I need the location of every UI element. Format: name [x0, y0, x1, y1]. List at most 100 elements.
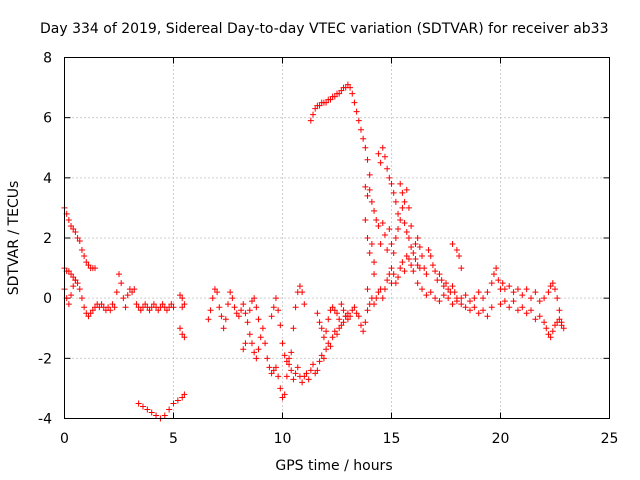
data-point [443, 280, 449, 287]
data-point [286, 355, 293, 362]
data-point [432, 295, 439, 302]
data-point [381, 286, 388, 293]
data-point [262, 340, 269, 347]
data-point [419, 253, 426, 260]
data-point [484, 289, 491, 296]
data-point [532, 289, 539, 296]
data-point [122, 304, 129, 311]
data-point [528, 307, 535, 314]
data-point [392, 235, 399, 241]
data-point [490, 271, 497, 278]
data-point [105, 304, 112, 311]
chart-title: Day 334 of 2019, Sidereal Day-to-day VTE… [40, 21, 609, 37]
data-point [139, 403, 146, 410]
grid [64, 57, 610, 419]
data-point [240, 301, 247, 308]
data-point [327, 96, 334, 103]
data-point [316, 358, 323, 365]
data-point [340, 307, 347, 314]
x-tick-label: 5 [169, 431, 178, 447]
data-point [207, 307, 214, 314]
x-axis-title: GPS time / hours [275, 458, 392, 474]
y-tick-label: 6 [43, 111, 52, 127]
data-point [338, 87, 345, 94]
data-point [116, 271, 122, 278]
data-point [536, 298, 543, 305]
data-point [275, 307, 282, 314]
data-point [427, 253, 434, 260]
data-point [246, 307, 253, 314]
data-point [419, 286, 426, 293]
data-point [78, 247, 85, 254]
data-point [414, 280, 421, 287]
data-point [536, 313, 543, 320]
data-point [458, 301, 465, 308]
data-point [344, 81, 351, 88]
data-point [414, 235, 421, 241]
data-point [87, 310, 94, 317]
data-point [362, 183, 369, 190]
data-point [408, 262, 415, 269]
data-point [107, 307, 114, 314]
data-point [270, 304, 277, 311]
data-point [549, 328, 556, 335]
data-point [170, 304, 177, 311]
data-point [179, 394, 186, 401]
data-point [334, 310, 340, 317]
data-point [299, 289, 306, 296]
data-point [242, 310, 249, 317]
data-point [181, 391, 188, 398]
data-point [351, 99, 358, 106]
data-point [344, 310, 351, 317]
data-point [353, 310, 360, 317]
data-point [381, 153, 388, 160]
data-point [316, 319, 323, 326]
data-point [541, 319, 548, 326]
x-tick-label: 25 [601, 431, 619, 447]
data-point [366, 171, 373, 178]
data-point [279, 340, 286, 347]
data-point [264, 355, 271, 362]
data-point [70, 274, 77, 281]
data-point [177, 325, 184, 332]
data-point [303, 370, 310, 377]
data-point [218, 313, 225, 320]
data-point [181, 334, 188, 341]
data-point [255, 316, 262, 323]
data-point [403, 228, 410, 235]
data-point [174, 397, 181, 404]
data-point [153, 412, 160, 419]
data-point [364, 307, 371, 314]
data-point [135, 400, 142, 407]
data-point [390, 250, 397, 257]
data-point [397, 216, 404, 223]
data-point [449, 283, 456, 290]
data-point [240, 346, 247, 353]
data-point [344, 316, 351, 323]
data-point [388, 265, 395, 272]
data-point [375, 222, 382, 229]
data-point [355, 313, 362, 320]
data-point [366, 186, 373, 193]
data-point [301, 301, 308, 308]
data-point [552, 286, 558, 293]
data-point [488, 304, 495, 311]
data-point [429, 262, 436, 269]
data-point [314, 367, 321, 374]
data-point [290, 376, 297, 383]
y-tick-label: 0 [43, 291, 52, 307]
data-point [316, 102, 323, 109]
data-point [466, 298, 473, 305]
data-point [216, 304, 223, 311]
data-point [543, 325, 550, 332]
data-point [251, 295, 258, 302]
data-point [375, 150, 382, 157]
data-point [466, 307, 473, 314]
data-point [310, 361, 317, 368]
data-point [353, 108, 360, 115]
data-point [384, 277, 391, 284]
data-point [360, 328, 367, 335]
data-point [355, 117, 362, 124]
data-point [368, 241, 375, 248]
data-point [349, 90, 356, 97]
